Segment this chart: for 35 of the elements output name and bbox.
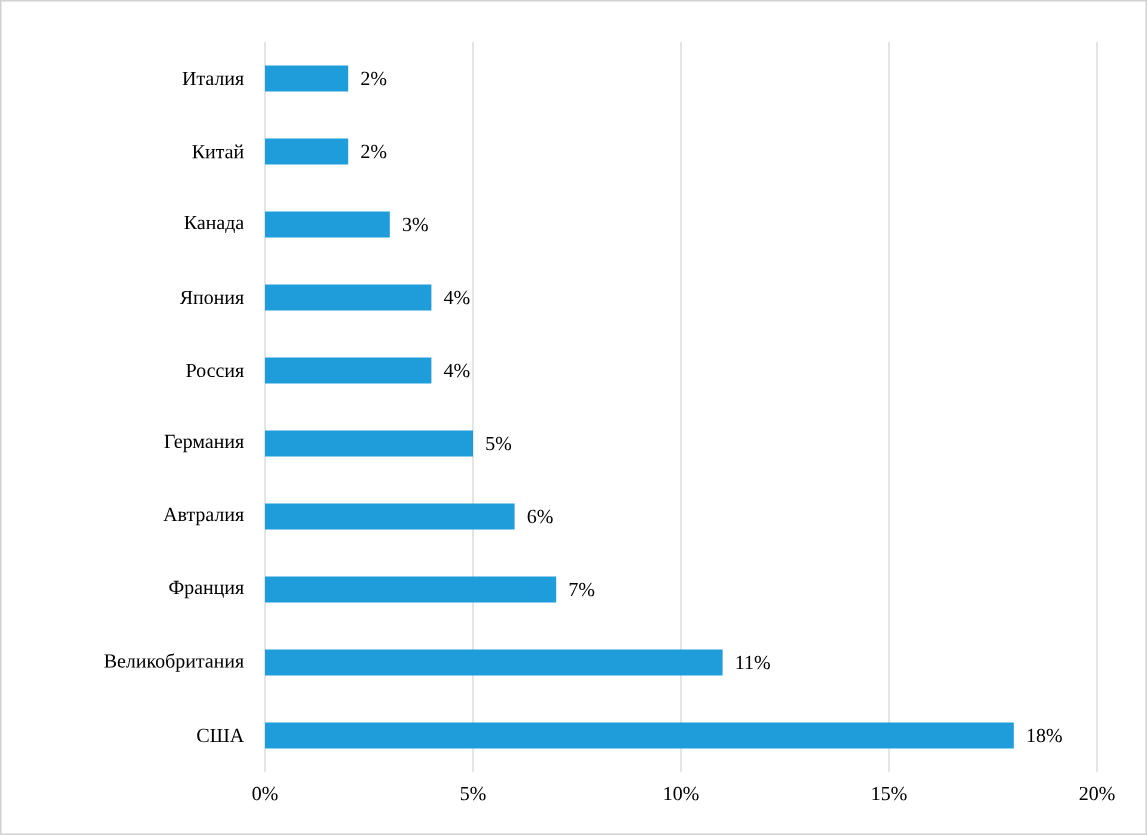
y-tick-label: Россия (186, 363, 244, 378)
x-tick-label: 5% (460, 786, 486, 801)
data-label: 11% (736, 655, 770, 670)
data-label: 2% (361, 71, 387, 86)
y-tick-label: Великобритания (104, 653, 244, 672)
data-label: 7% (569, 582, 595, 597)
y-tick-label: Италия (182, 71, 244, 86)
data-label: 3% (402, 217, 428, 232)
x-tick-label: 15% (872, 786, 907, 801)
y-tick-label: США (197, 728, 245, 743)
bar (265, 430, 473, 457)
y-tick-label: Франция (169, 580, 244, 599)
data-label: 4% (443, 363, 470, 378)
data-label: 4% (443, 290, 470, 305)
bar (265, 211, 390, 238)
x-tick-label: 0% (252, 786, 278, 801)
data-label: 5% (486, 436, 512, 451)
bar (265, 65, 349, 92)
bar (265, 357, 432, 384)
bar (265, 722, 1014, 749)
bar (265, 503, 515, 530)
y-tick-label: Япония (179, 290, 244, 305)
x-tick-label: 10% (664, 786, 699, 801)
data-label: 6% (527, 509, 553, 524)
y-tick-label: Китай (192, 144, 244, 159)
data-label: 2% (361, 144, 387, 159)
x-tick-label: 20% (1079, 786, 1115, 801)
bar (265, 576, 557, 603)
y-tick-label: Автралия (163, 507, 244, 526)
bar (265, 138, 349, 165)
y-tick-label: Канада (184, 216, 244, 233)
data-label: 18% (1027, 728, 1062, 743)
bar (265, 284, 432, 311)
y-tick-label: Германия (164, 434, 244, 453)
bar (265, 649, 723, 676)
